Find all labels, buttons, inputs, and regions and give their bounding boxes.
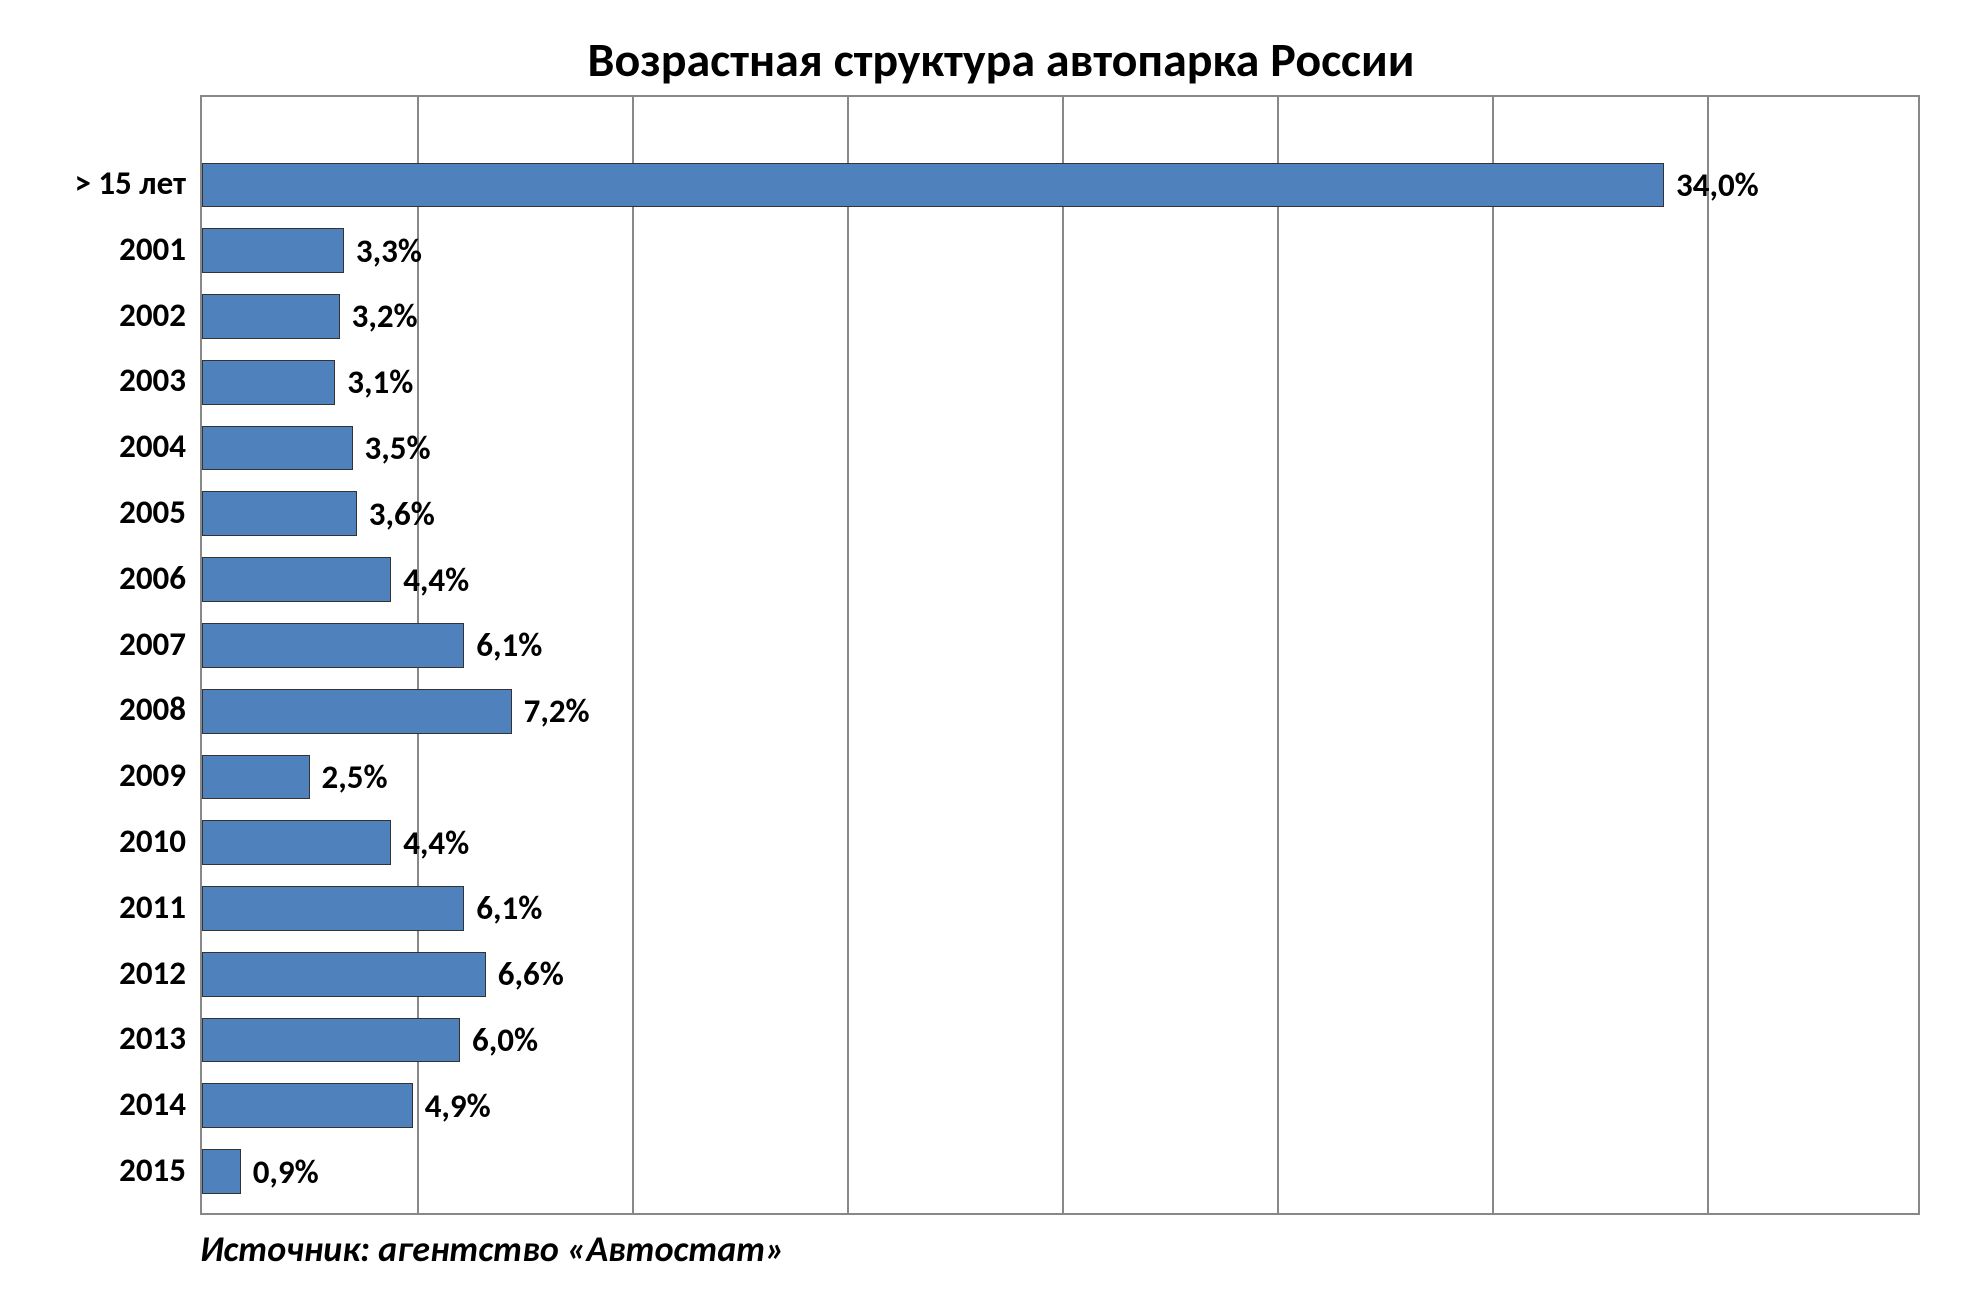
bar-row: 0,9% [202,1139,1918,1205]
bar [202,163,1664,208]
bar-value-label: 6,6% [498,954,564,994]
bar-row: 34,0% [202,152,1918,218]
bar [202,1083,413,1128]
y-axis-label: 2015 [10,1137,200,1203]
bar [202,1149,241,1194]
chart-title: Возрастная структура автопарка России [60,30,1942,89]
y-axis-label: 2007 [10,611,200,677]
bar-value-label: 3,2% [352,296,418,336]
bar [202,557,391,602]
bar [202,228,344,273]
y-axis-label: 2004 [10,413,200,479]
bar-value-label: 3,5% [365,428,431,468]
bar [202,294,340,339]
chart-container: Возрастная структура автопарка России 34… [0,0,1982,1301]
y-axis-label: > 15 лет [10,150,200,216]
bar [202,623,464,668]
y-axis-label: 2008 [10,677,200,743]
bar-row: 6,1% [202,612,1918,678]
bars-layer: 34,0%3,3%3,2%3,1%3,5%3,6%4,4%6,1%7,2%2,5… [202,97,1918,1213]
bar [202,1018,460,1063]
y-axis-label: 2010 [10,808,200,874]
bar [202,886,464,931]
bar-row: 4,4% [202,547,1918,613]
y-axis-label: 2014 [10,1071,200,1137]
source-caption: Источник: агентство «Автостат» [200,1227,785,1271]
bar [202,491,357,536]
y-axis-label: 2005 [10,479,200,545]
bar-value-label: 4,9% [425,1086,491,1126]
bar-value-label: 4,4% [403,560,469,600]
bar [202,755,310,800]
bar-row: 7,2% [202,678,1918,744]
bar-value-label: 3,3% [356,231,422,271]
bar-row: 3,3% [202,218,1918,284]
bar-row: 4,9% [202,1073,1918,1139]
plot-area: 34,0%3,3%3,2%3,1%3,5%3,6%4,4%6,1%7,2%2,5… [200,95,1920,1215]
bar [202,689,512,734]
bar-row: 3,2% [202,284,1918,350]
y-axis-label: 2001 [10,216,200,282]
bar [202,426,353,471]
bar-value-label: 2,5% [322,757,388,797]
bar-value-label: 6,1% [476,625,542,665]
y-axis-labels: > 15 лет20012002200320042005200620072008… [10,150,200,1203]
bar [202,820,391,865]
bar-row: 3,1% [202,349,1918,415]
y-axis-label: 2013 [10,1006,200,1072]
y-axis-label: 2011 [10,874,200,940]
bar-row: 3,6% [202,481,1918,547]
bar-value-label: 6,0% [472,1020,538,1060]
y-axis-label: 2002 [10,282,200,348]
y-axis-label: 2006 [10,545,200,611]
y-axis-label: 2012 [10,940,200,1006]
bar-value-label: 4,4% [403,823,469,863]
bar-row: 3,5% [202,415,1918,481]
bar [202,360,335,405]
y-axis-label: 2003 [10,347,200,413]
bar-row: 6,6% [202,941,1918,1007]
bar-value-label: 3,6% [369,494,435,534]
bar [202,952,486,997]
bar-value-label: 34,0% [1676,165,1759,205]
y-axis-label: 2009 [10,742,200,808]
bar-value-label: 0,9% [253,1152,319,1192]
bar-value-label: 3,1% [347,362,413,402]
bar-value-label: 7,2% [524,691,590,731]
bar-row: 6,1% [202,876,1918,942]
bar-row: 4,4% [202,810,1918,876]
bar-row: 2,5% [202,744,1918,810]
bar-value-label: 6,1% [476,888,542,928]
bar-row: 6,0% [202,1007,1918,1073]
